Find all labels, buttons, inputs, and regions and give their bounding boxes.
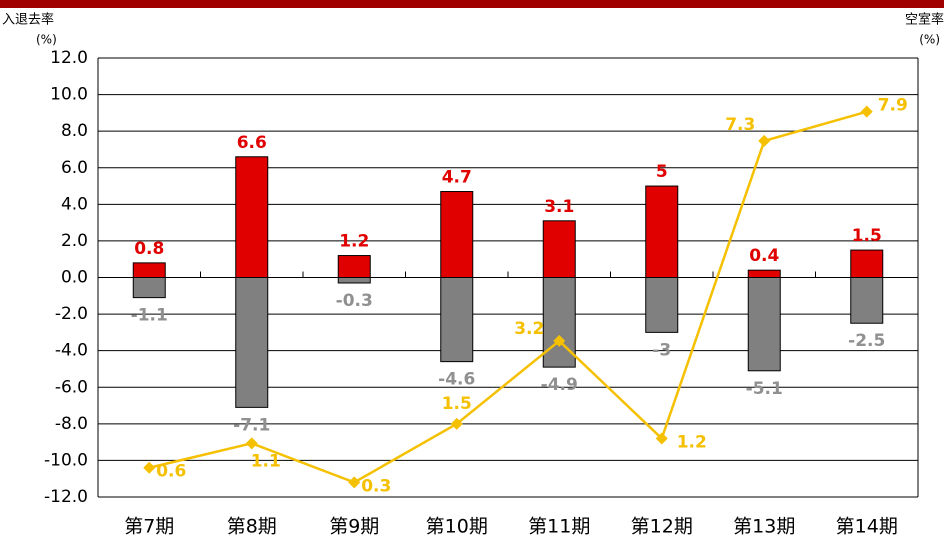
bar bbox=[850, 277, 884, 324]
data-label: 3.2 bbox=[514, 319, 544, 339]
x-tick-label: 第9期 bbox=[329, 516, 379, 538]
data-label: 7.3 bbox=[725, 115, 755, 135]
line-point bbox=[348, 476, 361, 489]
line-point bbox=[553, 334, 566, 347]
y-tick-label: -4.0 bbox=[55, 341, 88, 361]
x-tick-label: 第10期 bbox=[426, 516, 488, 538]
bar bbox=[132, 262, 166, 279]
data-label: 1.1 bbox=[251, 451, 281, 471]
x-tick-label: 第13期 bbox=[733, 516, 795, 538]
line-point bbox=[143, 461, 156, 474]
data-label: -3 bbox=[652, 340, 671, 360]
data-label: -7.1 bbox=[233, 415, 270, 435]
right-axis-label: 空室率 bbox=[905, 12, 944, 28]
data-label: 7.9 bbox=[878, 96, 908, 116]
data-label: -2.5 bbox=[848, 331, 885, 351]
y-tick-label: 0.0 bbox=[61, 268, 88, 288]
right-axis-unit: (%) bbox=[919, 33, 940, 47]
y-tick-label: 6.0 bbox=[61, 158, 88, 178]
line-point bbox=[860, 105, 873, 118]
data-label: 0.6 bbox=[156, 462, 186, 482]
bar bbox=[542, 220, 576, 279]
bar bbox=[440, 191, 474, 278]
bar bbox=[747, 277, 781, 372]
data-label: 4.7 bbox=[442, 168, 472, 188]
y-tick-label: 12.0 bbox=[50, 48, 88, 68]
line-point bbox=[655, 432, 668, 445]
x-tick-label: 第14期 bbox=[836, 516, 898, 538]
bar bbox=[337, 277, 371, 284]
data-label: 0.4 bbox=[749, 246, 779, 266]
line-point bbox=[245, 437, 258, 450]
data-label: 6.6 bbox=[237, 133, 267, 153]
y-tick-label: -10.0 bbox=[44, 450, 88, 470]
bar bbox=[235, 277, 269, 408]
data-label: 3.1 bbox=[544, 197, 574, 217]
y-tick-label: -12.0 bbox=[44, 487, 88, 507]
left-axis-unit: (%) bbox=[36, 33, 57, 47]
y-tick-label: -8.0 bbox=[55, 414, 88, 434]
data-label: 1.2 bbox=[677, 432, 707, 452]
bar bbox=[747, 269, 781, 278]
data-label: -4.6 bbox=[438, 370, 475, 390]
x-tick-label: 第11期 bbox=[528, 516, 590, 538]
left-axis-label: 入退去率 bbox=[2, 12, 54, 28]
bar bbox=[850, 249, 884, 278]
bar bbox=[645, 277, 679, 333]
data-label: -1.1 bbox=[131, 306, 168, 326]
bar bbox=[132, 277, 166, 299]
x-tick-label: 第8期 bbox=[227, 516, 277, 538]
data-label: -4.9 bbox=[541, 375, 578, 395]
data-label: -5.1 bbox=[746, 379, 783, 399]
bar bbox=[235, 156, 269, 278]
y-tick-label: 2.0 bbox=[61, 231, 88, 251]
line-point bbox=[758, 134, 771, 147]
header-bar bbox=[0, 0, 944, 8]
bar bbox=[645, 185, 679, 279]
y-tick-label: -6.0 bbox=[55, 377, 88, 397]
line-point bbox=[450, 417, 463, 430]
line bbox=[148, 110, 868, 484]
data-label: 1.5 bbox=[852, 226, 882, 246]
y-tick-label: 4.0 bbox=[61, 194, 88, 214]
data-label: 0.8 bbox=[134, 239, 164, 259]
bar bbox=[337, 255, 371, 279]
x-tick-label: 第12期 bbox=[631, 516, 693, 538]
data-label: 1.5 bbox=[442, 394, 472, 414]
x-tick-label: 第7期 bbox=[124, 516, 174, 538]
bar bbox=[542, 277, 576, 368]
bar bbox=[440, 277, 474, 363]
data-label: 5 bbox=[656, 162, 668, 182]
data-label: 1.2 bbox=[339, 232, 369, 252]
y-tick-label: 10.0 bbox=[50, 85, 88, 105]
data-label: -0.3 bbox=[336, 291, 373, 311]
y-tick-label: -2.0 bbox=[55, 304, 88, 324]
data-label: 0.3 bbox=[361, 476, 391, 496]
y-tick-label: 8.0 bbox=[61, 121, 88, 141]
